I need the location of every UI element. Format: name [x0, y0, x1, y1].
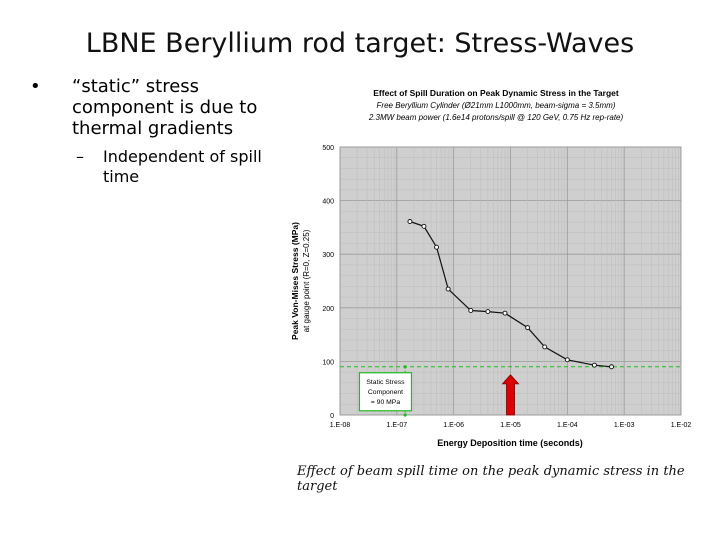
stress-curve: [409, 220, 612, 368]
spill-time-arrow: [501, 374, 520, 416]
bullet-item: • “static” stress component is due to th…: [30, 76, 270, 139]
y-axis-label: Peak Von-Mises Stress (MPa): [290, 222, 300, 340]
x-tick-label: 1.E-07: [387, 422, 408, 429]
grid-lines: [339, 146, 681, 416]
data-point: [591, 362, 597, 368]
sub-bullet-marker: –: [76, 147, 84, 166]
x-tick-label: 1.E-06: [443, 422, 464, 429]
sub-bullet-text: Independent of spill time: [103, 147, 262, 186]
bullet-text: “static” stress component is due to ther…: [72, 76, 258, 139]
y-tick-label: 0: [330, 413, 334, 420]
bullet-list: • “static” stress component is due to th…: [30, 76, 270, 187]
data-point: [525, 325, 531, 331]
x-tick-label: 1.E-02: [671, 422, 692, 429]
data-point: [407, 219, 413, 224]
static-stress-label: Static Stress: [366, 379, 405, 386]
data-point: [421, 223, 427, 229]
sub-bullet-item: – Independent of spill time: [30, 147, 270, 187]
static-stress-annotation: Static Stress Component = 90 MPa: [340, 365, 681, 417]
data-point: [502, 310, 508, 316]
data-point: [542, 344, 548, 350]
bracket-dot: [403, 365, 407, 369]
data-point: [485, 309, 491, 315]
y-tick-labels: 0 100 200 300 400 500: [322, 145, 334, 420]
x-axis-label: Energy Deposition time (seconds): [437, 438, 583, 448]
data-point: [468, 308, 474, 313]
y-tick-label: 200: [322, 306, 334, 313]
data-point: [564, 357, 570, 363]
static-stress-box: [358, 372, 413, 412]
chart-title: Effect of Spill Duration on Peak Dynamic…: [373, 88, 619, 98]
x-tick-labels: 1.E-08 1.E-07 1.E-06 1.E-05 1.E-04 1.E-03 1.E-…: [330, 422, 692, 429]
y-axis-sublabel: at gauge point (R=0, Z=0.25): [302, 229, 311, 332]
x-tick-label: 1.E-03: [614, 422, 635, 429]
slide-title: LBNE Beryllium rod target: Stress-Waves: [85, 28, 635, 59]
figure-caption: Effect of beam spill time on the peak dy…: [297, 464, 685, 494]
static-stress-label: Component: [368, 389, 403, 396]
red-arrow: [501, 374, 520, 416]
data-point: [445, 286, 451, 292]
y-tick-label: 500: [322, 145, 334, 152]
series-line: [407, 219, 615, 370]
x-tick-label: 1.E-04: [557, 422, 578, 429]
bracket-dot: [403, 413, 407, 417]
chart-subtitle-2: 2.3MW beam power (1.6e14 protons/spill @…: [368, 113, 624, 122]
bullet-marker: •: [30, 76, 41, 97]
chart-subtitle-1: Free Beryllium Cylinder (Ø21mm L1000mm, …: [377, 101, 616, 110]
y-tick-label: 100: [322, 359, 334, 366]
stress-chart: Effect of Spill Duration on Peak Dynamic…: [284, 80, 700, 452]
data-point: [609, 364, 615, 370]
x-tick-label: 1.E-08: [330, 422, 351, 429]
y-tick-label: 400: [322, 199, 334, 206]
data-point: [434, 244, 440, 250]
static-stress-label: = 90 MPa: [371, 399, 401, 406]
y-tick-label: 300: [322, 252, 334, 259]
x-tick-label: 1.E-05: [500, 422, 521, 429]
